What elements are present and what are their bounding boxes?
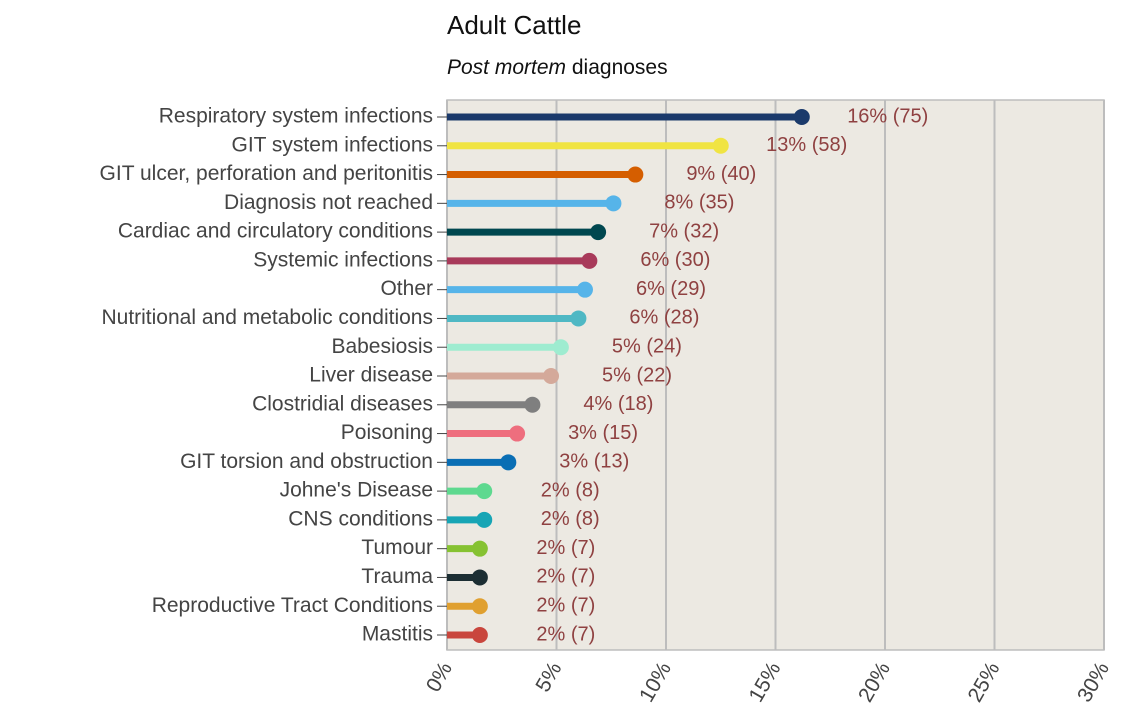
y-tick-label: Tumour	[361, 536, 433, 559]
y-tick-label: Cardiac and circulatory conditions	[118, 220, 433, 243]
lollipop-dot	[471, 598, 488, 615]
chart-subtitle: Post mortem diagnoses	[447, 56, 668, 79]
value-label: 16% (75)	[847, 105, 928, 127]
y-tick-label: GIT ulcer, perforation and peritonitis	[100, 162, 433, 185]
value-label: 13% (58)	[766, 134, 847, 156]
value-label: 6% (28)	[629, 307, 699, 329]
y-tick-label: Mastitis	[362, 623, 433, 646]
y-tick-label: Johne's Disease	[280, 479, 433, 502]
y-tick-label: Clostridial diseases	[252, 392, 433, 415]
x-tick-label: 15%	[745, 658, 786, 706]
value-label: 2% (7)	[536, 537, 595, 559]
subtitle-plain: diagnoses	[572, 56, 668, 79]
lollipop-dot	[476, 483, 493, 500]
y-tick-label: Other	[380, 277, 433, 300]
x-tick-label: 5%	[531, 658, 566, 696]
lollipop-dot	[500, 454, 517, 471]
value-label: 6% (29)	[636, 278, 706, 300]
lollipop-dot	[712, 137, 729, 154]
y-tick-label: Nutritional and metabolic conditions	[101, 306, 433, 329]
x-tick-label: 10%	[635, 658, 676, 706]
lollipop-dot	[471, 540, 488, 557]
y-tick-label: GIT system infections	[231, 133, 433, 156]
value-label: 8% (35)	[664, 192, 734, 214]
value-label: 2% (8)	[541, 508, 600, 530]
value-label: 5% (24)	[612, 336, 682, 358]
y-tick-label: CNS conditions	[288, 507, 433, 530]
y-tick-label: Diagnosis not reached	[224, 191, 433, 214]
lollipop-dot	[590, 224, 607, 241]
value-label: 2% (7)	[536, 595, 595, 617]
value-label: 4% (18)	[583, 393, 653, 415]
y-tick-label: Systemic infections	[253, 248, 433, 271]
y-tick-label: Respiratory system infections	[159, 105, 433, 128]
lollipop-dot	[509, 425, 526, 442]
lollipop-dot	[581, 252, 598, 269]
y-tick-label: GIT torsion and obstruction	[180, 450, 433, 473]
lollipop-dot	[471, 627, 488, 643]
value-label: 2% (7)	[536, 623, 595, 645]
value-label: 3% (15)	[568, 422, 638, 444]
value-label: 2% (7)	[536, 566, 595, 588]
lollipop-dot	[576, 281, 593, 298]
x-tick-label: 30%	[1073, 658, 1114, 706]
x-tick-label: 25%	[964, 658, 1005, 706]
y-tick-label: Reproductive Tract Conditions	[152, 594, 433, 617]
x-tick-label: 0%	[422, 658, 457, 696]
value-label: 9% (40)	[686, 163, 756, 185]
subtitle-italic: Post mortem	[447, 56, 566, 79]
y-tick-label: Babesiosis	[331, 335, 433, 358]
lollipop-dot	[605, 195, 622, 212]
lollipop-dot	[543, 368, 560, 384]
chart-title: Adult Cattle	[447, 10, 581, 40]
y-tick-label: Liver disease	[309, 364, 433, 387]
value-label: 2% (8)	[541, 479, 600, 501]
x-tick-label: 20%	[854, 658, 895, 706]
value-label: 5% (22)	[602, 364, 672, 386]
lollipop-dot	[524, 396, 541, 413]
value-label: 6% (30)	[640, 249, 710, 271]
y-tick-label: Poisoning	[341, 421, 433, 444]
lollipop-dot	[552, 339, 569, 356]
lollipop-dot	[570, 310, 587, 327]
lollipop-dot	[476, 511, 493, 528]
lollipop-dot	[471, 569, 488, 586]
value-label: 3% (13)	[559, 451, 629, 473]
lollipop-dot	[627, 166, 644, 183]
lollipop-dot	[793, 109, 810, 125]
y-tick-label: Trauma	[361, 565, 433, 588]
value-label: 7% (32)	[649, 220, 719, 242]
